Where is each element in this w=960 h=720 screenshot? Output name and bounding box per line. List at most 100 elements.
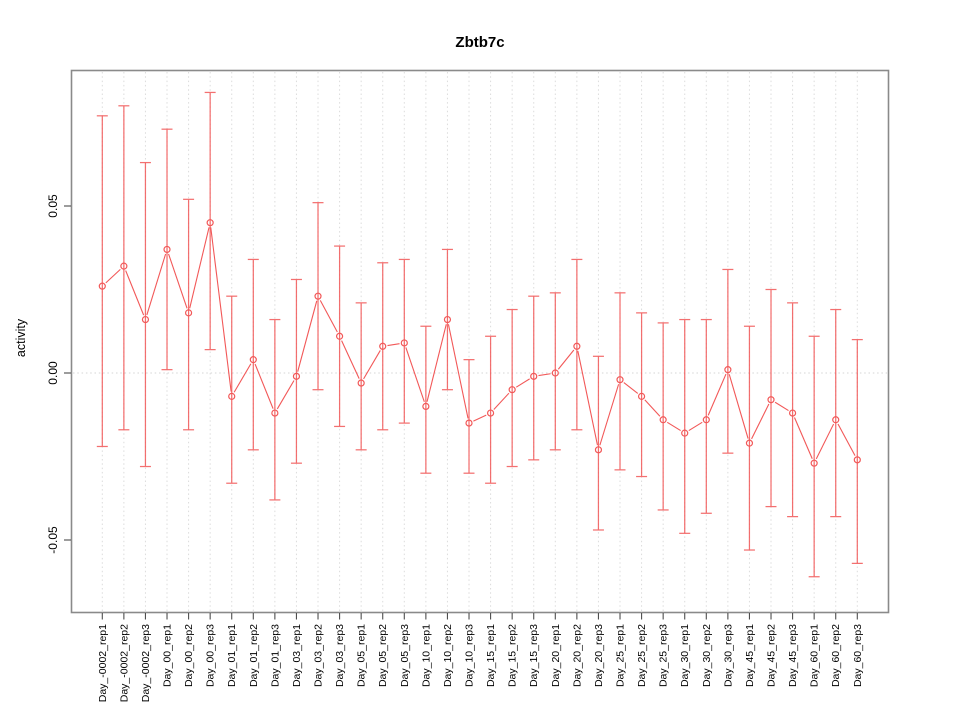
error-bar xyxy=(96,115,108,448)
x-tick-label: Day_10_rep1 xyxy=(420,624,432,687)
data-point xyxy=(249,356,257,364)
error-bar xyxy=(334,245,346,428)
series-line-segment xyxy=(774,401,789,412)
series-line-segment xyxy=(276,380,295,410)
data-point xyxy=(724,366,732,374)
data-point xyxy=(637,392,646,400)
data-point xyxy=(314,292,322,300)
error-bar xyxy=(377,262,389,431)
error-bar xyxy=(549,292,561,451)
series-line-segment xyxy=(341,340,360,379)
data-point xyxy=(443,315,452,324)
data-point xyxy=(335,332,344,340)
data-point xyxy=(832,416,840,424)
y-tick-label: 0.05 xyxy=(46,194,60,218)
series-line-segment xyxy=(666,421,681,432)
x-tick-label: Day_05_rep1 xyxy=(356,624,368,687)
x-tick-label: Day_25_rep1 xyxy=(615,624,627,687)
error-bar xyxy=(743,325,755,551)
grid-layer xyxy=(73,72,887,611)
x-tick-label: Day_30_rep1 xyxy=(679,624,691,687)
plot-border xyxy=(70,69,890,614)
error-bar xyxy=(679,318,691,534)
x-tick-label: Day_15_rep3 xyxy=(528,624,540,687)
data-point xyxy=(486,409,495,417)
series-line-segment xyxy=(189,227,210,309)
error-bar xyxy=(571,258,583,431)
data-point xyxy=(508,386,516,394)
x-tick-label: Day_00_rep1 xyxy=(162,624,174,687)
error-bar xyxy=(808,335,820,578)
x-tick-label: Day_15_rep2 xyxy=(507,624,519,687)
x-tick-label: Day_03_rep1 xyxy=(291,624,303,687)
series-line-segment xyxy=(815,423,835,460)
series-line-segment xyxy=(557,349,575,370)
error-bar xyxy=(830,308,842,518)
error-bar xyxy=(247,258,259,451)
x-tick-label: Day_30_rep3 xyxy=(722,624,734,687)
x-tick-label: Day_45_rep3 xyxy=(787,624,799,687)
series-line-segment xyxy=(297,300,318,372)
error-bar xyxy=(506,308,518,468)
error-bar xyxy=(161,128,173,371)
data-point xyxy=(400,339,408,347)
series-line-segment xyxy=(146,253,167,316)
x-tick-label: Day_05_rep2 xyxy=(377,624,389,687)
series-line-segment xyxy=(793,417,813,459)
series-line-segment xyxy=(319,300,338,333)
data-point xyxy=(465,419,473,427)
data-point xyxy=(573,342,581,350)
x-tick-label: Day_25_rep2 xyxy=(636,624,648,687)
series-line-segment xyxy=(105,268,121,284)
error-bar xyxy=(765,288,777,508)
x-tick-label: Day_30_rep2 xyxy=(701,624,713,687)
x-tick-label: Day_00_rep2 xyxy=(183,624,195,687)
data-point xyxy=(702,416,710,424)
data-point xyxy=(379,342,387,350)
x-tick-label: Day_45_rep2 xyxy=(766,624,778,687)
series-line-segment xyxy=(623,382,639,394)
series-line-segment xyxy=(728,374,749,439)
x-tick-label: Day_05_rep3 xyxy=(399,624,411,687)
error-bar xyxy=(355,302,367,451)
error-bar xyxy=(398,258,410,424)
series-line-segment xyxy=(210,227,232,392)
error-bar xyxy=(226,295,238,484)
data-point xyxy=(163,245,171,254)
error-bar xyxy=(290,278,302,464)
error-bar xyxy=(204,91,216,351)
data-point xyxy=(228,392,236,400)
x-tick-label: Day_01_rep2 xyxy=(248,624,260,687)
axis-layer: Day_-0002_rep1 Day_-0002_rep2 Day_-0002_re… xyxy=(46,69,890,702)
x-tick-label: Day_10_rep2 xyxy=(442,624,454,687)
data-point xyxy=(659,416,667,424)
x-tick-label: Day_01_rep3 xyxy=(269,624,281,687)
data-point xyxy=(616,376,624,384)
data-point xyxy=(853,456,861,464)
series-line-segment xyxy=(599,384,620,446)
error-bar xyxy=(722,268,734,454)
series-line-segment xyxy=(387,343,400,347)
series-line-segment xyxy=(644,399,661,417)
data-point xyxy=(206,219,214,227)
x-tick-label: Day_01_rep1 xyxy=(226,624,238,687)
x-tick-label: Day_-0002_rep1 xyxy=(97,624,109,702)
x-tick-label: Day_-0002_rep2 xyxy=(118,624,130,702)
series-line-segment xyxy=(254,363,274,409)
error-bar xyxy=(592,355,604,531)
data-point xyxy=(357,379,365,387)
data-point xyxy=(141,315,150,324)
data-point xyxy=(594,446,603,454)
data-point xyxy=(551,369,559,377)
data-point xyxy=(810,459,818,467)
data-point xyxy=(767,396,775,404)
data-point xyxy=(271,409,279,417)
data-point xyxy=(120,262,128,270)
series-line-segment xyxy=(707,373,727,416)
error-bar xyxy=(441,248,453,391)
x-tick-label: Day_15_rep1 xyxy=(485,624,497,687)
series-line-segment xyxy=(233,363,252,393)
series-line-segment xyxy=(363,350,381,380)
error-bar xyxy=(851,338,863,565)
